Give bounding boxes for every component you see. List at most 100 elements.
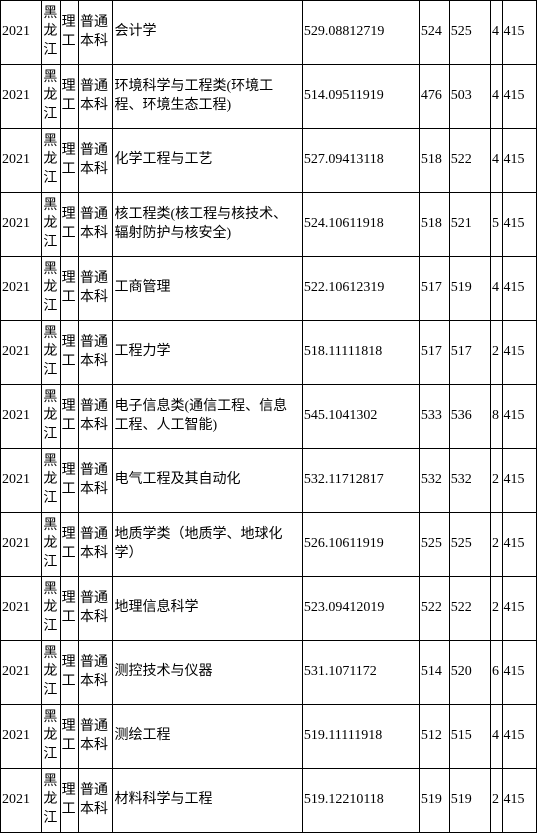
- cell-cutoff: 415: [502, 513, 537, 577]
- cell-province: 黑龙江: [42, 385, 60, 449]
- cell-category: 理工: [60, 129, 78, 193]
- cell-n1: 522: [419, 577, 449, 641]
- cell-n2: 515: [449, 705, 490, 769]
- cell-category: 理工: [60, 321, 78, 385]
- cell-n3: 4: [491, 1, 502, 65]
- cell-n3: 2: [491, 449, 502, 513]
- cell-major: 测控技术与仪器: [113, 641, 302, 705]
- cell-n3: 4: [491, 65, 502, 129]
- cell-score: 531.1071172: [302, 641, 419, 705]
- cell-cutoff: 415: [502, 705, 537, 769]
- cell-year: 2021: [1, 577, 42, 641]
- cell-category: 理工: [60, 449, 78, 513]
- cell-n2: 517: [449, 321, 490, 385]
- cell-cutoff: 415: [502, 65, 537, 129]
- cell-province: 黑龙江: [42, 321, 60, 385]
- cell-major: 电气工程及其自动化: [113, 449, 302, 513]
- cell-score: 522.10612319: [302, 257, 419, 321]
- cell-major: 工程力学: [113, 321, 302, 385]
- cell-n3: 4: [491, 129, 502, 193]
- cell-province: 黑龙江: [42, 129, 60, 193]
- cell-category: 理工: [60, 513, 78, 577]
- cell-major: 环境科学与工程类(环境工程、环境生态工程): [113, 65, 302, 129]
- cell-major: 测绘工程: [113, 705, 302, 769]
- table-row: 2021黑龙江理工普通本科测控技术与仪器531.1071172514520641…: [1, 641, 537, 705]
- cell-year: 2021: [1, 769, 42, 833]
- cell-n1: 532: [419, 449, 449, 513]
- cell-batch: 普通本科: [79, 769, 113, 833]
- cell-n1: 517: [419, 321, 449, 385]
- cell-category: 理工: [60, 769, 78, 833]
- cell-province: 黑龙江: [42, 513, 60, 577]
- cell-n3: 2: [491, 577, 502, 641]
- table-row: 2021黑龙江理工普通本科测绘工程519.111119185125154415: [1, 705, 537, 769]
- cell-n2: 522: [449, 129, 490, 193]
- table-row: 2021黑龙江理工普通本科会计学529.088127195245254415: [1, 1, 537, 65]
- cell-batch: 普通本科: [79, 257, 113, 321]
- cell-category: 理工: [60, 65, 78, 129]
- cell-score: 519.12210118: [302, 769, 419, 833]
- cell-n1: 476: [419, 65, 449, 129]
- cell-province: 黑龙江: [42, 1, 60, 65]
- cell-n1: 524: [419, 1, 449, 65]
- cell-batch: 普通本科: [79, 641, 113, 705]
- cell-n2: 521: [449, 193, 490, 257]
- cell-score: 523.09412019: [302, 577, 419, 641]
- admission-table: 2021黑龙江理工普通本科会计学529.08812719524525441520…: [0, 0, 537, 833]
- cell-major: 电子信息类(通信工程、信息工程、人工智能): [113, 385, 302, 449]
- cell-n2: 532: [449, 449, 490, 513]
- cell-province: 黑龙江: [42, 641, 60, 705]
- cell-major: 地质学类（地质学、地球化学）: [113, 513, 302, 577]
- cell-province: 黑龙江: [42, 449, 60, 513]
- cell-n3: 2: [491, 513, 502, 577]
- cell-cutoff: 415: [502, 129, 537, 193]
- cell-category: 理工: [60, 257, 78, 321]
- cell-batch: 普通本科: [79, 321, 113, 385]
- cell-year: 2021: [1, 65, 42, 129]
- cell-score: 526.10611919: [302, 513, 419, 577]
- cell-major: 会计学: [113, 1, 302, 65]
- cell-n3: 2: [491, 769, 502, 833]
- cell-score: 519.11111918: [302, 705, 419, 769]
- cell-score: 524.10611918: [302, 193, 419, 257]
- cell-major: 化学工程与工艺: [113, 129, 302, 193]
- cell-year: 2021: [1, 385, 42, 449]
- cell-batch: 普通本科: [79, 193, 113, 257]
- cell-year: 2021: [1, 705, 42, 769]
- cell-year: 2021: [1, 321, 42, 385]
- cell-year: 2021: [1, 129, 42, 193]
- cell-n3: 2: [491, 321, 502, 385]
- table-row: 2021黑龙江理工普通本科核工程类(核工程与核技术、辐射防护与核安全)524.1…: [1, 193, 537, 257]
- cell-category: 理工: [60, 705, 78, 769]
- cell-year: 2021: [1, 257, 42, 321]
- cell-n2: 520: [449, 641, 490, 705]
- cell-province: 黑龙江: [42, 577, 60, 641]
- cell-category: 理工: [60, 385, 78, 449]
- table-row: 2021黑龙江理工普通本科电气工程及其自动化532.11712817532532…: [1, 449, 537, 513]
- cell-category: 理工: [60, 1, 78, 65]
- cell-score: 529.08812719: [302, 1, 419, 65]
- table-row: 2021黑龙江理工普通本科环境科学与工程类(环境工程、环境生态工程)514.09…: [1, 65, 537, 129]
- cell-province: 黑龙江: [42, 193, 60, 257]
- cell-major: 材料科学与工程: [113, 769, 302, 833]
- cell-cutoff: 415: [502, 449, 537, 513]
- cell-year: 2021: [1, 1, 42, 65]
- cell-cutoff: 415: [502, 321, 537, 385]
- table-row: 2021黑龙江理工普通本科电子信息类(通信工程、信息工程、人工智能)545.10…: [1, 385, 537, 449]
- cell-cutoff: 415: [502, 193, 537, 257]
- cell-cutoff: 415: [502, 577, 537, 641]
- cell-score: 514.09511919: [302, 65, 419, 129]
- cell-n1: 518: [419, 193, 449, 257]
- cell-n2: 519: [449, 769, 490, 833]
- cell-batch: 普通本科: [79, 705, 113, 769]
- cell-province: 黑龙江: [42, 705, 60, 769]
- cell-cutoff: 415: [502, 385, 537, 449]
- cell-batch: 普通本科: [79, 385, 113, 449]
- cell-cutoff: 415: [502, 769, 537, 833]
- cell-batch: 普通本科: [79, 1, 113, 65]
- cell-batch: 普通本科: [79, 449, 113, 513]
- cell-n2: 525: [449, 1, 490, 65]
- cell-major: 工商管理: [113, 257, 302, 321]
- cell-n1: 517: [419, 257, 449, 321]
- cell-n1: 514: [419, 641, 449, 705]
